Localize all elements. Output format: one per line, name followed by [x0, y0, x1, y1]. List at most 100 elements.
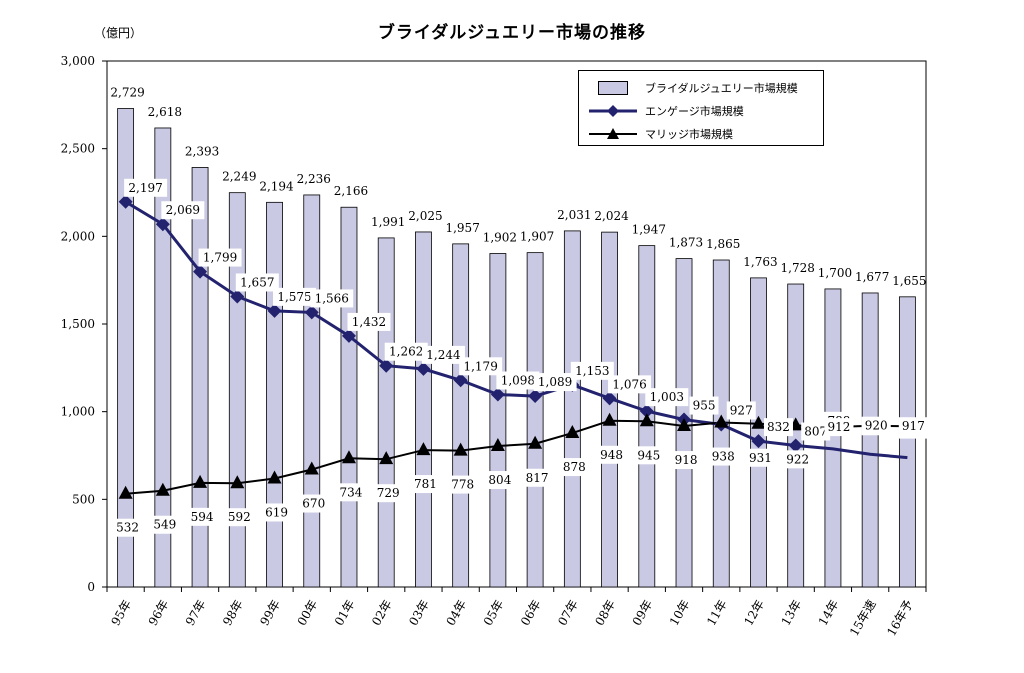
- marriage-marker: [565, 425, 580, 439]
- bar-data-label: 2,194: [259, 179, 294, 193]
- unit-label: （億円）: [94, 26, 143, 40]
- marriage-marker: [267, 470, 282, 484]
- engage-marker: [155, 217, 170, 232]
- marriage-data-label-bg: [559, 458, 589, 477]
- engage-data-label: 1,179: [463, 359, 497, 373]
- bar: [489, 253, 507, 588]
- x-tick-label: 01年: [332, 598, 358, 629]
- x-tick-label: 95年: [108, 598, 134, 629]
- marriage-data-label-bg: [485, 471, 515, 490]
- legend-item-marriage: マリッジ市場規模: [589, 126, 733, 142]
- engage-data-label-bg: [763, 418, 793, 437]
- marriage-data-label-bg: [861, 416, 891, 435]
- engage-data-label-bg: [124, 178, 168, 197]
- engage-data-label-bg: [310, 289, 354, 308]
- x-tick-label: 03年: [406, 598, 432, 629]
- marriage-marker: [677, 418, 692, 432]
- engage-data-label-bg: [384, 342, 428, 361]
- engage-data-label: 1,657: [240, 275, 274, 289]
- legend-label-engage: エンゲージ市場規模: [645, 105, 744, 118]
- x-tick-label: 07年: [555, 598, 581, 629]
- marriage-marker: [193, 474, 208, 488]
- engage-marker: [341, 328, 356, 343]
- engage-data-label: 955: [693, 399, 716, 413]
- bar: [154, 127, 172, 588]
- bar: [526, 252, 544, 588]
- marriage-data-label-bg: [824, 418, 854, 437]
- x-tick-label: 15年速: [847, 598, 879, 639]
- x-tick-label: 12年: [741, 598, 767, 629]
- marriage-marker: [639, 413, 654, 427]
- engage-line-forecast: [795, 444, 908, 460]
- engage-data-label: 2,069: [166, 203, 200, 217]
- marriage-data-label-bg: [898, 417, 928, 436]
- engage-marker: [639, 404, 654, 419]
- engage-data-label-bg: [570, 361, 614, 380]
- marriage-data-label-bg: [299, 494, 329, 513]
- bar-data-label: 2,393: [185, 144, 219, 158]
- marriage-data-label-bg: [336, 483, 366, 502]
- bar-data-label: 1,947: [632, 223, 666, 237]
- marriage-data-label: 781: [414, 477, 437, 491]
- bar-data-label: 2,618: [148, 105, 182, 119]
- bar-data-label: 1,700: [818, 266, 852, 280]
- marriage-data-label: 931: [749, 451, 772, 465]
- engage-data-label-bg: [347, 312, 391, 331]
- chart-title: ブライダルジュエリー市場の推移: [377, 23, 647, 43]
- bar: [117, 108, 135, 588]
- x-tick-label: 10年: [667, 598, 693, 629]
- engage-data-label-bg: [161, 201, 205, 220]
- x-tick-label: 13年: [779, 598, 805, 629]
- x-tick-label: 99年: [257, 598, 283, 629]
- engage-data-label-bg: [273, 287, 317, 306]
- bar-data-label: 1,902: [483, 231, 517, 245]
- marriage-data-label-bg: [597, 445, 627, 464]
- legend-triangle-line-swatch: [589, 127, 637, 141]
- marriage-data-label: 945: [637, 448, 660, 462]
- marriage-data-label: 804: [488, 473, 511, 487]
- engage-data-label: 1,262: [389, 345, 423, 359]
- engage-marker: [193, 264, 208, 279]
- x-tick-label: 02年: [369, 598, 395, 629]
- engage-data-label-bg: [726, 401, 756, 420]
- marriage-marker: [118, 485, 133, 499]
- marriage-data-label: 594: [191, 510, 214, 524]
- engage-marker: [751, 434, 766, 449]
- marriage-data-label-bg: [410, 475, 440, 494]
- marriage-data-label: 817: [526, 471, 549, 485]
- engage-marker: [528, 389, 543, 404]
- x-tick-label: 05年: [481, 598, 507, 629]
- bar: [452, 243, 470, 588]
- marriage-data-label-bg: [187, 507, 217, 526]
- marriage-data-label: 917: [902, 419, 925, 433]
- legend-label-bridal: ブライダルジュエリー市場規模: [645, 82, 798, 95]
- marriage-marker: [453, 442, 468, 456]
- marriage-data-label: 938: [712, 450, 735, 464]
- marriage-marker: [155, 482, 170, 496]
- marriage-marker: [714, 414, 729, 428]
- bar-data-label: 2,025: [408, 209, 442, 223]
- marriage-data-label: 922: [786, 452, 809, 466]
- engage-marker: [267, 303, 282, 318]
- x-tick-label: 98年: [220, 598, 246, 629]
- bar-data-label: 1,655: [892, 274, 926, 288]
- marriage-data-label-bg: [262, 503, 292, 522]
- legend-diamond-line-swatch: [589, 104, 637, 118]
- x-tick-label: 96年: [146, 598, 172, 629]
- marriage-data-label: 549: [153, 518, 176, 532]
- engage-data-label: 1,244: [426, 348, 461, 362]
- bar-data-label: 1,677: [855, 270, 889, 284]
- x-tick-label: 00年: [295, 598, 321, 629]
- marriage-data-label: 912: [827, 420, 850, 434]
- marriage-marker: [379, 451, 394, 465]
- legend-item-engage: エンゲージ市場規模: [589, 103, 744, 119]
- engage-marker: [490, 387, 505, 402]
- engage-data-label: 832: [767, 420, 790, 434]
- bar-data-label: 1,763: [743, 255, 777, 269]
- marriage-marker: [230, 475, 245, 489]
- engage-data-label: 1,153: [575, 364, 609, 378]
- marriage-marker: [751, 415, 766, 429]
- x-tick-label: 11年: [704, 598, 730, 629]
- x-tick-label: 14年: [816, 598, 842, 629]
- engage-data-label: 1,432: [352, 315, 386, 329]
